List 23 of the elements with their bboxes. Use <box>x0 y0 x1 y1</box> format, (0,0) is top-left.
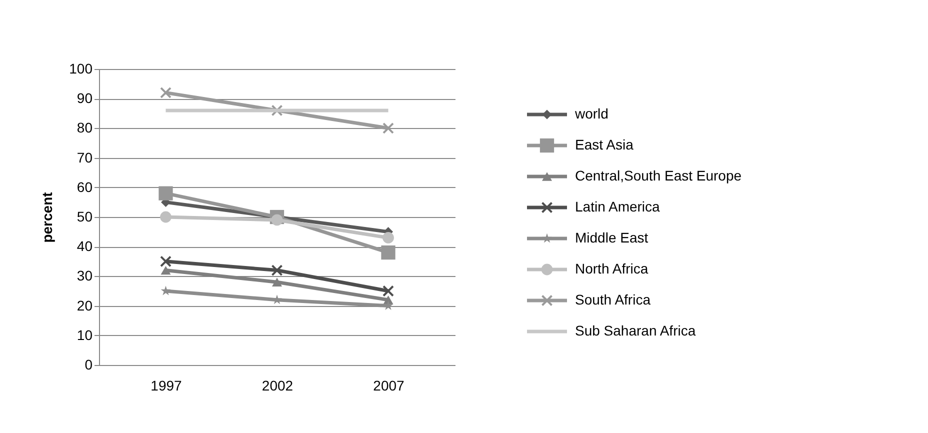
x-tick-label: 1997 <box>150 378 182 394</box>
y-tick-label: 20 <box>76 297 93 314</box>
legend-label: Central,South East Europe <box>575 168 742 184</box>
y-tick-label: 60 <box>76 178 93 195</box>
y-tick-label: 30 <box>76 268 93 284</box>
y-tick-label: 100 <box>69 60 93 76</box>
x-tick-label: 2002 <box>262 378 294 394</box>
y-tick-label: 10 <box>76 326 93 343</box>
y-tick-label: 50 <box>76 208 93 224</box>
y-tick-label: 80 <box>76 120 93 136</box>
legend-label: South Africa <box>575 292 651 308</box>
y-tick-label: 40 <box>76 238 93 254</box>
legend-label: Sub Saharan Africa <box>575 322 696 338</box>
x-tick-label: 2007 <box>373 378 405 394</box>
legend-label: Middle East <box>575 230 648 246</box>
y-tick-label: 90 <box>76 90 93 106</box>
y-tick-label: 70 <box>76 149 93 166</box>
y-axis-title: percent <box>39 192 56 243</box>
legend-label: North Africa <box>575 260 648 276</box>
legend-label: world <box>574 106 608 122</box>
legend-label: Latin America <box>575 198 660 214</box>
y-tick-label: 0 <box>84 356 93 372</box>
legend-label: East Asia <box>575 136 634 152</box>
